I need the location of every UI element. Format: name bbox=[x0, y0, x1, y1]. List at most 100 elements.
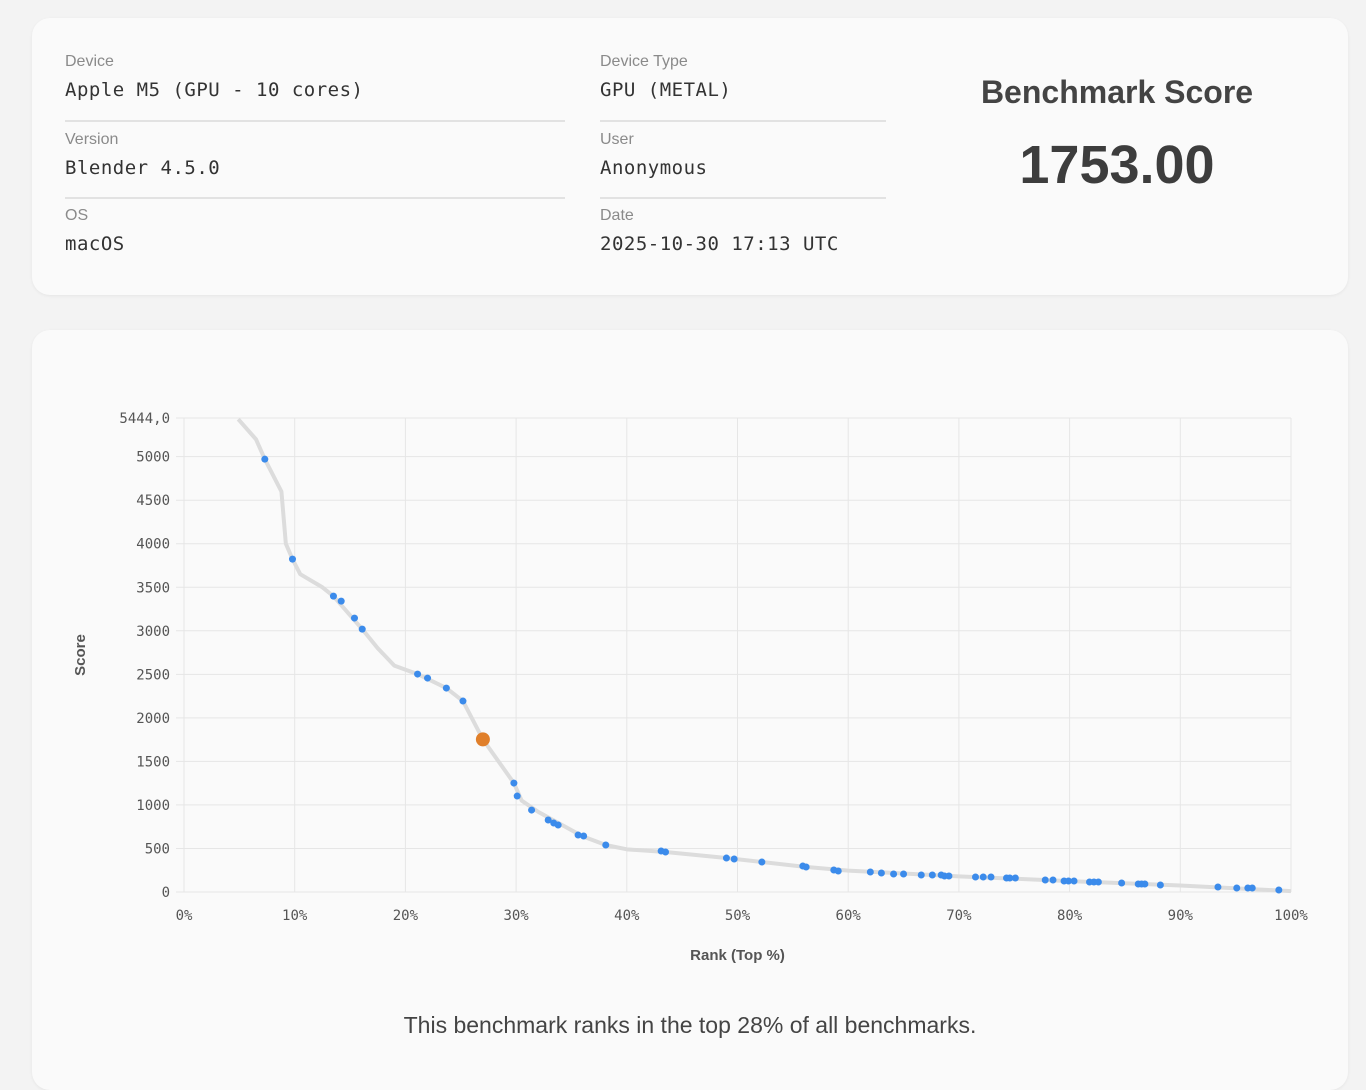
data-point bbox=[528, 806, 536, 814]
data-point bbox=[979, 873, 987, 881]
data-point bbox=[424, 674, 432, 682]
data-point bbox=[261, 455, 269, 463]
user-label: User bbox=[600, 131, 634, 148]
data-point bbox=[288, 555, 296, 563]
x-tick-label: 40% bbox=[614, 908, 640, 924]
divider bbox=[600, 197, 886, 199]
data-point bbox=[358, 625, 366, 633]
rank-curve bbox=[236, 417, 1292, 894]
y-tick-label: 2500 bbox=[136, 667, 170, 683]
data-point bbox=[1214, 883, 1222, 891]
rank-chart: 0% 10% 20% 30% 40% 50% 60% 70% 80% 90% 100% 0 500 100… bbox=[72, 411, 1308, 964]
rank-chart-card: 0% 10% 20% 30% 40% 50% 60% 70% 80% 90% 100% 0 500 100… bbox=[32, 330, 1348, 1090]
x-tick-label: 60% bbox=[836, 908, 862, 924]
x-tick-label: 80% bbox=[1057, 908, 1083, 924]
data-point bbox=[414, 670, 422, 678]
data-point bbox=[459, 697, 467, 705]
data-point bbox=[602, 841, 610, 849]
data-point bbox=[337, 597, 345, 605]
x-tick-label: 20% bbox=[393, 908, 419, 924]
data-point bbox=[1049, 876, 1057, 884]
data-point bbox=[350, 614, 358, 622]
x-tick-label: 50% bbox=[725, 908, 751, 924]
version-field: Version Blender 4.5.0 bbox=[65, 131, 220, 179]
version-value: Blender 4.5.0 bbox=[65, 157, 221, 179]
divider bbox=[65, 120, 565, 122]
y-tick-label: 1500 bbox=[136, 754, 170, 770]
data-point bbox=[834, 867, 842, 875]
data-point bbox=[1006, 874, 1014, 882]
x-tick-label: 100% bbox=[1274, 908, 1308, 924]
data-point bbox=[574, 831, 582, 839]
x-axis-label: Rank (Top %) bbox=[690, 947, 785, 964]
user-value: Anonymous bbox=[600, 157, 708, 179]
device-type-value: GPU (METAL) bbox=[600, 79, 732, 101]
data-point bbox=[1070, 877, 1078, 885]
y-tick-label: 5000 bbox=[136, 450, 170, 466]
data-point bbox=[1141, 880, 1149, 888]
date-label: Date bbox=[600, 207, 634, 224]
data-point bbox=[1041, 876, 1049, 884]
data-point bbox=[972, 873, 980, 881]
data-point bbox=[917, 871, 925, 879]
device-value: Apple M5 (GPU - 10 cores) bbox=[65, 79, 364, 101]
y-tick-label: 3000 bbox=[136, 624, 170, 640]
data-point bbox=[1064, 877, 1072, 885]
y-tick-label: 3500 bbox=[136, 580, 170, 596]
data-point bbox=[890, 870, 898, 878]
device-label: Device bbox=[65, 53, 114, 70]
data-point bbox=[513, 792, 521, 800]
x-tick-label: 30% bbox=[503, 908, 529, 924]
benchmark-info-card: Device Apple M5 (GPU - 10 cores) Version… bbox=[32, 18, 1348, 295]
y-tick-label: 4500 bbox=[136, 493, 170, 509]
divider bbox=[65, 197, 565, 199]
date-field: Date 2025-10-30 17:13 UTC bbox=[600, 207, 839, 255]
data-point bbox=[554, 821, 562, 829]
y-tick-label: 5444,0 bbox=[119, 411, 170, 427]
data-point bbox=[987, 873, 995, 881]
data-point bbox=[877, 869, 885, 877]
x-tick-label: 10% bbox=[282, 908, 308, 924]
device-field: Device Apple M5 (GPU - 10 cores) bbox=[65, 53, 363, 101]
current-benchmark-point bbox=[475, 732, 490, 747]
os-field: OS macOS bbox=[65, 207, 125, 255]
divider bbox=[600, 120, 886, 122]
data-point bbox=[866, 868, 874, 876]
data-point bbox=[945, 872, 953, 880]
data-point bbox=[758, 858, 766, 866]
os-value: macOS bbox=[65, 233, 125, 255]
data-point bbox=[662, 848, 670, 856]
os-label: OS bbox=[65, 207, 89, 224]
data-point bbox=[1011, 874, 1019, 882]
data-point bbox=[900, 870, 908, 878]
data-point bbox=[442, 684, 450, 692]
data-point bbox=[329, 592, 337, 600]
data-point bbox=[928, 871, 936, 879]
x-tick-label: 0% bbox=[176, 908, 193, 924]
data-point bbox=[1233, 884, 1241, 892]
y-tick-label: 2000 bbox=[136, 711, 170, 727]
device-type-label: Device Type bbox=[600, 53, 688, 70]
y-tick-label: 500 bbox=[145, 841, 170, 857]
benchmark-score-value: 1753.00 bbox=[1019, 135, 1215, 195]
data-point bbox=[1118, 879, 1126, 887]
rank-summary: This benchmark ranks in the top 28% of a… bbox=[403, 1012, 977, 1038]
benchmark-score-title: Benchmark Score bbox=[980, 74, 1254, 110]
x-tick-label: 70% bbox=[946, 908, 972, 924]
y-tick-label: 1000 bbox=[136, 798, 170, 814]
device-type-field: Device Type GPU (METAL) bbox=[600, 53, 731, 101]
data-point bbox=[802, 863, 810, 871]
data-point bbox=[1275, 886, 1283, 894]
data-point bbox=[1156, 881, 1164, 889]
data-point bbox=[1094, 878, 1102, 886]
data-point bbox=[510, 779, 518, 787]
data-point bbox=[730, 855, 738, 863]
y-tick-label: 0 bbox=[162, 885, 170, 901]
data-point bbox=[544, 816, 552, 824]
date-value: 2025-10-30 17:13 UTC bbox=[600, 233, 839, 255]
x-tick-label: 90% bbox=[1168, 908, 1194, 924]
data-point bbox=[580, 832, 588, 840]
data-point bbox=[1248, 884, 1256, 892]
y-tick-label: 4000 bbox=[136, 537, 170, 553]
version-label: Version bbox=[65, 131, 119, 148]
